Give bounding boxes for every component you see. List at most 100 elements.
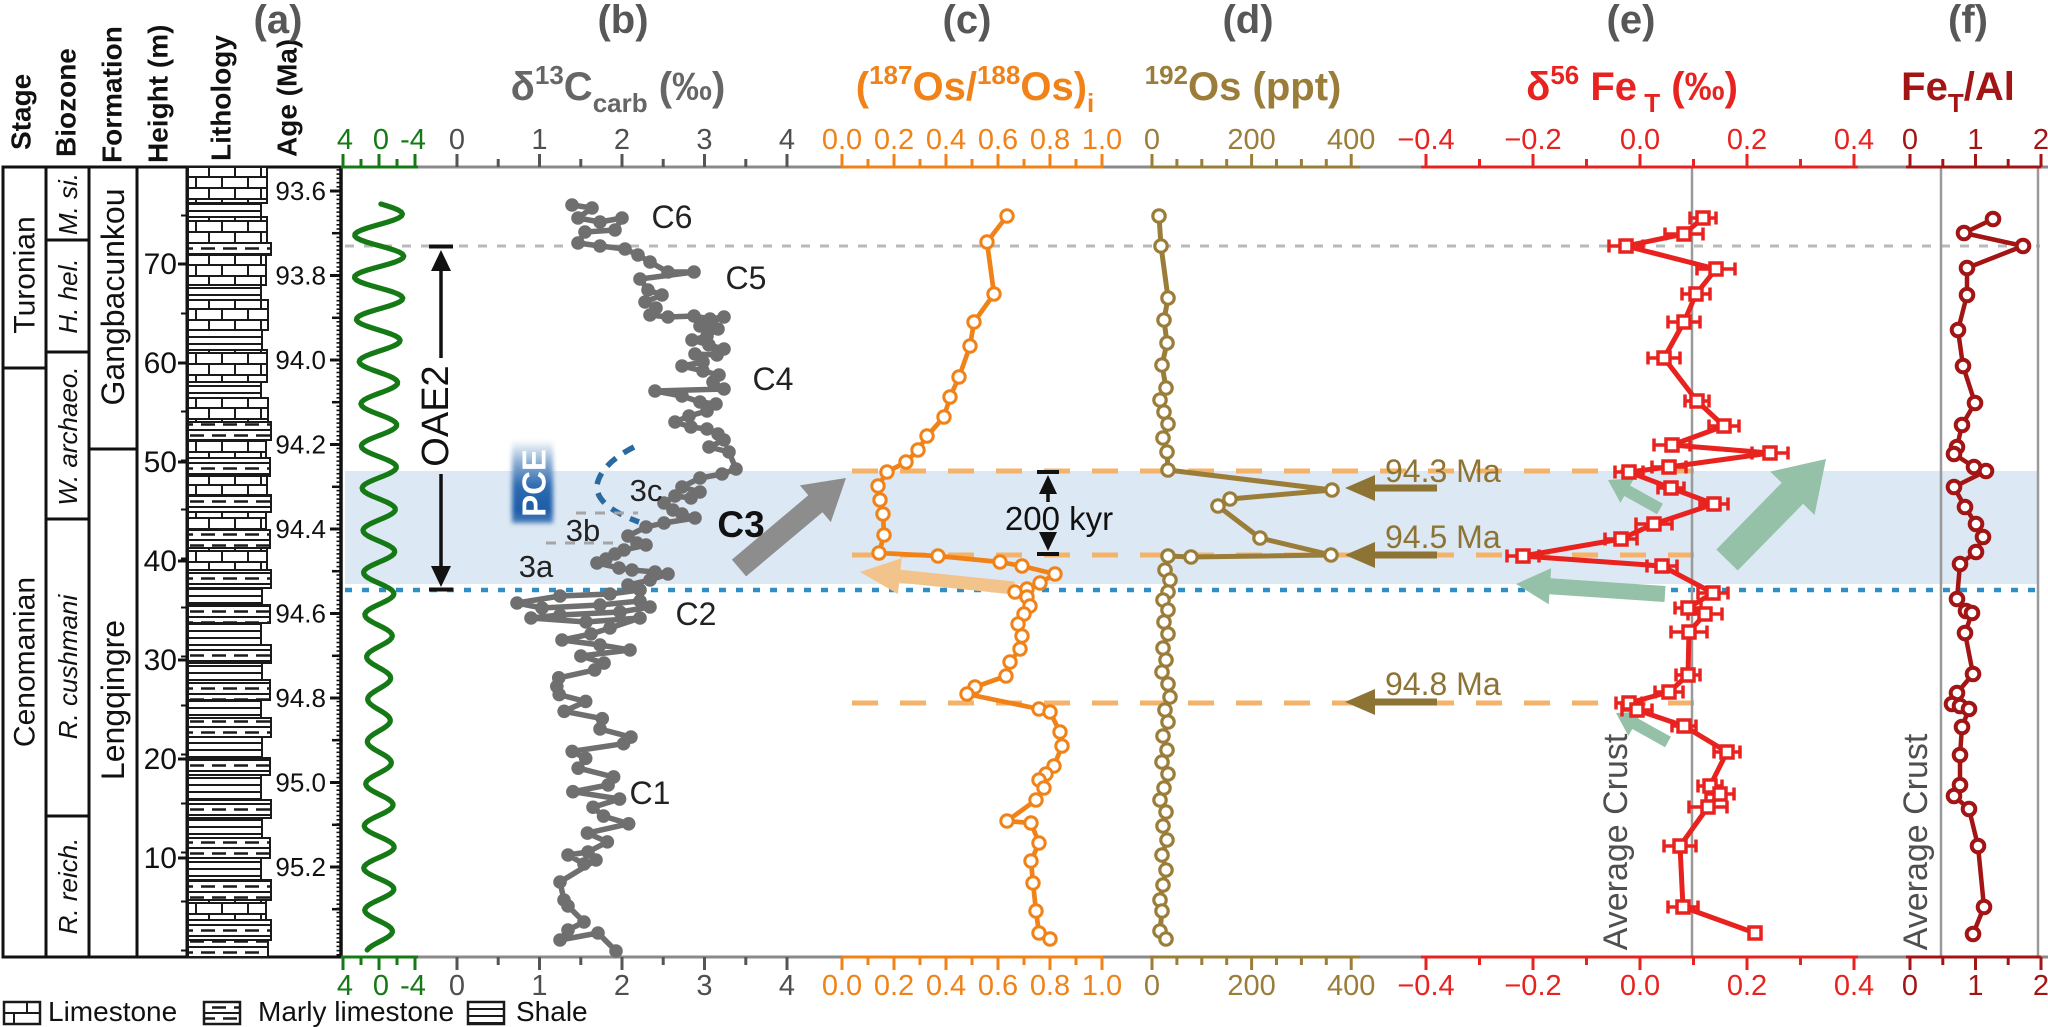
svg-text:(f): (f) xyxy=(1948,0,1988,42)
svg-text:(e): (e) xyxy=(1607,0,1656,42)
svg-text:1: 1 xyxy=(1967,970,1983,1002)
svg-text:Lithology: Lithology xyxy=(206,35,237,161)
svg-text:-4: -4 xyxy=(400,124,426,156)
svg-text:40: 40 xyxy=(144,545,177,578)
svg-text:Age (Ma): Age (Ma) xyxy=(272,39,303,157)
svg-text:94.2: 94.2 xyxy=(275,430,326,460)
svg-text:0: 0 xyxy=(1144,970,1160,1002)
svg-text:W. archaeo.: W. archaeo. xyxy=(53,366,83,505)
svg-text:1.0: 1.0 xyxy=(1082,124,1122,156)
svg-text:0.4: 0.4 xyxy=(926,970,966,1002)
svg-text:0: 0 xyxy=(449,970,465,1002)
svg-text:1.0: 1.0 xyxy=(1082,970,1122,1002)
svg-text:0.2: 0.2 xyxy=(874,970,914,1002)
svg-text:0: 0 xyxy=(449,124,465,156)
svg-text:C2: C2 xyxy=(676,596,717,632)
svg-text:200: 200 xyxy=(1227,124,1275,156)
svg-text:0.4: 0.4 xyxy=(1834,970,1874,1002)
svg-text:93.8: 93.8 xyxy=(275,261,326,291)
svg-text:60: 60 xyxy=(144,347,177,380)
svg-text:4: 4 xyxy=(779,970,795,1002)
svg-text:C4: C4 xyxy=(753,361,794,397)
svg-text:Average Crust: Average Crust xyxy=(1897,733,1935,950)
svg-text:0.4: 0.4 xyxy=(926,124,966,156)
svg-text:0.4: 0.4 xyxy=(1834,124,1874,156)
svg-text:0: 0 xyxy=(1902,124,1918,156)
svg-text:0: 0 xyxy=(373,124,389,156)
svg-text:Height (m): Height (m) xyxy=(143,25,174,163)
svg-text:Limestone: Limestone xyxy=(48,996,177,1027)
svg-text:30: 30 xyxy=(144,644,177,677)
svg-text:C1: C1 xyxy=(630,775,671,811)
svg-text:2: 2 xyxy=(614,124,630,156)
svg-text:−0.4: −0.4 xyxy=(1397,970,1454,1002)
svg-text:4: 4 xyxy=(337,124,353,156)
svg-text:0.2: 0.2 xyxy=(1727,124,1767,156)
svg-text:4: 4 xyxy=(337,970,353,1002)
svg-text:50: 50 xyxy=(144,446,177,479)
svg-text:2: 2 xyxy=(2033,124,2048,156)
svg-text:2: 2 xyxy=(614,970,630,1002)
svg-text:−0.4: −0.4 xyxy=(1397,124,1454,156)
svg-text:200 kyr: 200 kyr xyxy=(1005,500,1113,537)
svg-text:3b: 3b xyxy=(566,513,600,548)
svg-text:Cenomanian: Cenomanian xyxy=(9,577,42,747)
svg-text:Stage: Stage xyxy=(6,74,37,150)
svg-text:Biozone: Biozone xyxy=(51,48,82,157)
svg-text:10: 10 xyxy=(144,842,177,875)
svg-text:Gangbacunkou: Gangbacunkou xyxy=(95,188,131,405)
svg-text:-4: -4 xyxy=(400,970,426,1002)
svg-text:(d): (d) xyxy=(1222,0,1273,42)
svg-text:94.8: 94.8 xyxy=(275,683,326,713)
svg-text:Marly limestone: Marly limestone xyxy=(258,996,454,1027)
svg-text:R. reich.: R. reich. xyxy=(53,838,83,935)
svg-text:20: 20 xyxy=(144,743,177,776)
svg-text:0.0: 0.0 xyxy=(822,970,862,1002)
svg-text:0.6: 0.6 xyxy=(978,124,1018,156)
svg-text:Lengqingre: Lengqingre xyxy=(95,620,131,780)
svg-text:4: 4 xyxy=(779,124,795,156)
svg-text:95.0: 95.0 xyxy=(275,768,326,798)
svg-text:200: 200 xyxy=(1227,970,1275,1002)
svg-text:94.8 Ma: 94.8 Ma xyxy=(1385,666,1501,702)
svg-text:94.6: 94.6 xyxy=(275,599,326,629)
svg-text:0.0: 0.0 xyxy=(822,124,862,156)
svg-text:400: 400 xyxy=(1327,124,1375,156)
svg-text:−0.2: −0.2 xyxy=(1504,124,1561,156)
svg-text:(b): (b) xyxy=(597,0,648,42)
svg-text:0.6: 0.6 xyxy=(978,970,1018,1002)
svg-text:3: 3 xyxy=(696,970,712,1002)
svg-text:0.0: 0.0 xyxy=(1620,970,1660,1002)
svg-text:0.2: 0.2 xyxy=(874,124,914,156)
svg-text:94.3 Ma: 94.3 Ma xyxy=(1385,453,1501,489)
svg-text:PCE: PCE xyxy=(516,449,553,517)
svg-text:3c: 3c xyxy=(630,473,663,508)
svg-text:OAE2: OAE2 xyxy=(415,365,457,466)
svg-text:0.2: 0.2 xyxy=(1727,970,1767,1002)
svg-text:0: 0 xyxy=(373,970,389,1002)
svg-text:94.0: 94.0 xyxy=(275,345,326,375)
svg-text:1: 1 xyxy=(531,124,547,156)
svg-text:(c): (c) xyxy=(943,0,992,42)
svg-text:C6: C6 xyxy=(652,199,693,235)
svg-text:0.0: 0.0 xyxy=(1620,124,1660,156)
svg-text:94.4: 94.4 xyxy=(275,514,326,544)
svg-text:Turonian: Turonian xyxy=(9,216,42,333)
svg-text:Formation: Formation xyxy=(97,26,128,163)
svg-text:3: 3 xyxy=(696,124,712,156)
svg-text:0: 0 xyxy=(1902,970,1918,1002)
svg-text:−0.2: −0.2 xyxy=(1504,970,1561,1002)
svg-text:0.8: 0.8 xyxy=(1030,970,1070,1002)
svg-text:95.2: 95.2 xyxy=(275,852,326,882)
svg-text:0.8: 0.8 xyxy=(1030,124,1070,156)
svg-text:94.5 Ma: 94.5 Ma xyxy=(1385,519,1501,555)
svg-text:C5: C5 xyxy=(726,260,767,296)
svg-text:1: 1 xyxy=(531,970,547,1002)
svg-text:0: 0 xyxy=(1144,124,1160,156)
svg-text:H. hel.: H. hel. xyxy=(53,258,83,333)
svg-text:(a): (a) xyxy=(254,0,303,42)
svg-text:1: 1 xyxy=(1967,124,1983,156)
svg-text:192Os (ppt): 192Os (ppt) xyxy=(1145,60,1342,109)
svg-text:M. si.: M. si. xyxy=(53,173,83,235)
svg-text:Average Crust: Average Crust xyxy=(1597,733,1635,950)
